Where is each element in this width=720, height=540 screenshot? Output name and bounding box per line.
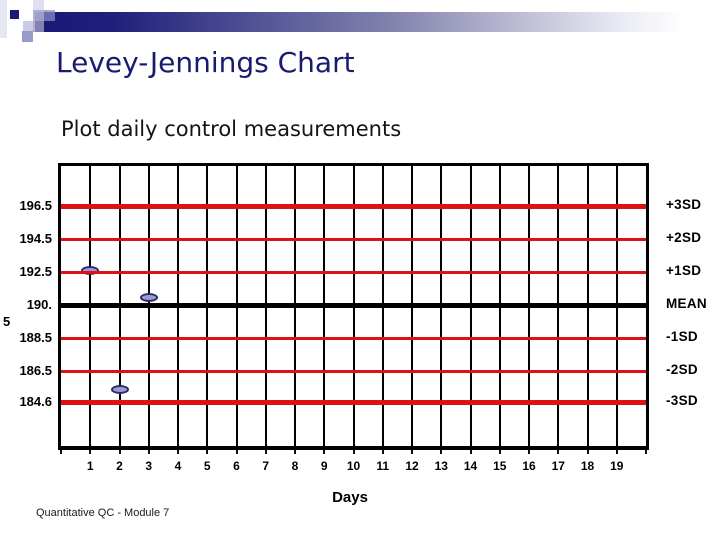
y-axis-label: 184.6 [19,394,52,410]
chart-plot-area [58,163,649,450]
deco-square [33,0,44,10]
x-tick-label: 1 [86,459,94,473]
x-tick-mark [528,450,530,454]
x-tick-label: 11 [376,459,390,473]
x-tick-label: 10 [346,459,361,473]
x-tick-mark [118,450,121,454]
control-line--3sd [61,399,646,405]
x-tick-label: 2 [116,459,123,473]
deco-square [10,10,19,19]
y-axis-label-wrap: 5 [3,314,11,329]
x-tick-label: 17 [551,459,565,473]
x-tick-mark [89,450,92,454]
x-tick-label: 13 [434,459,448,473]
deco-square [44,10,55,21]
deco-square [33,10,44,21]
control-line-+3sd [61,203,646,209]
x-tick-mark [615,450,618,454]
x-tick-mark [177,450,179,454]
control-line-+2sd [61,237,646,241]
x-tick-label: 19 [610,459,624,473]
x-tick-mark [323,450,326,454]
slide-subtitle: Plot daily control measurements [61,117,402,141]
x-tick-mark [469,450,472,454]
x-tick-mark [264,450,267,454]
deco-left-strip [0,0,7,38]
sd-label: -2SD [666,362,698,377]
x-tick-mark [381,450,384,454]
x-tick-mark [557,450,560,454]
slide-title: Levey-Jennings Chart [56,46,355,79]
sd-label: +1SD [666,263,702,278]
x-tick-label: 8 [291,459,299,473]
x-tick-label: 15 [493,459,507,473]
deco-square [33,21,44,32]
x-tick-label: 6 [233,459,240,473]
x-tick-mark [235,450,238,454]
x-tick-mark [60,450,62,454]
y-axis-label: 186.5 [19,363,52,378]
x-tick-mark [147,450,150,454]
x-tick-label: 3 [145,459,153,473]
x-tick-label: 4 [174,459,182,473]
y-axis-label: 190. [26,297,52,312]
x-tick-label: 9 [320,459,328,473]
y-axis-label: 194.5 [19,231,52,246]
x-tick-label: 12 [405,459,419,473]
sd-label: MEAN [666,296,707,311]
sd-label: +2SD [666,230,702,245]
y-axis-label: 192.5 [19,264,52,279]
deco-square [22,31,33,42]
x-tick-mark [498,450,501,454]
x-axis-title: Days [332,489,368,506]
x-tick-mark [586,450,589,454]
x-tick-mark [294,450,296,454]
deco-square [23,21,33,31]
x-tick-label: 18 [580,459,595,473]
x-tick-mark [206,450,209,454]
control-line-mean [61,302,646,308]
x-tick-label: 16 [522,459,536,473]
sd-label: +3SD [666,197,702,212]
x-tick-mark [440,450,443,454]
control-line-+1sd [61,270,646,274]
control-line--1sd [61,336,646,340]
x-tick-label: 7 [262,459,270,473]
control-line--2sd [61,369,646,373]
x-tick-mark [411,450,413,454]
data-point [139,292,158,302]
x-tick-mark [352,450,355,454]
slide-footer: Quantitative QC - Module 7 [36,507,170,519]
x-tick-mark [645,450,647,454]
banner-gradient-bar [35,12,697,32]
data-point [110,385,129,395]
sd-label: -3SD [666,393,698,409]
x-tick-label: 5 [203,459,211,473]
sd-label: -1SD [666,329,698,344]
y-axis-label: 188.5 [19,330,52,345]
x-tick-label: 14 [463,459,478,473]
y-axis-label: 196.5 [19,198,52,213]
